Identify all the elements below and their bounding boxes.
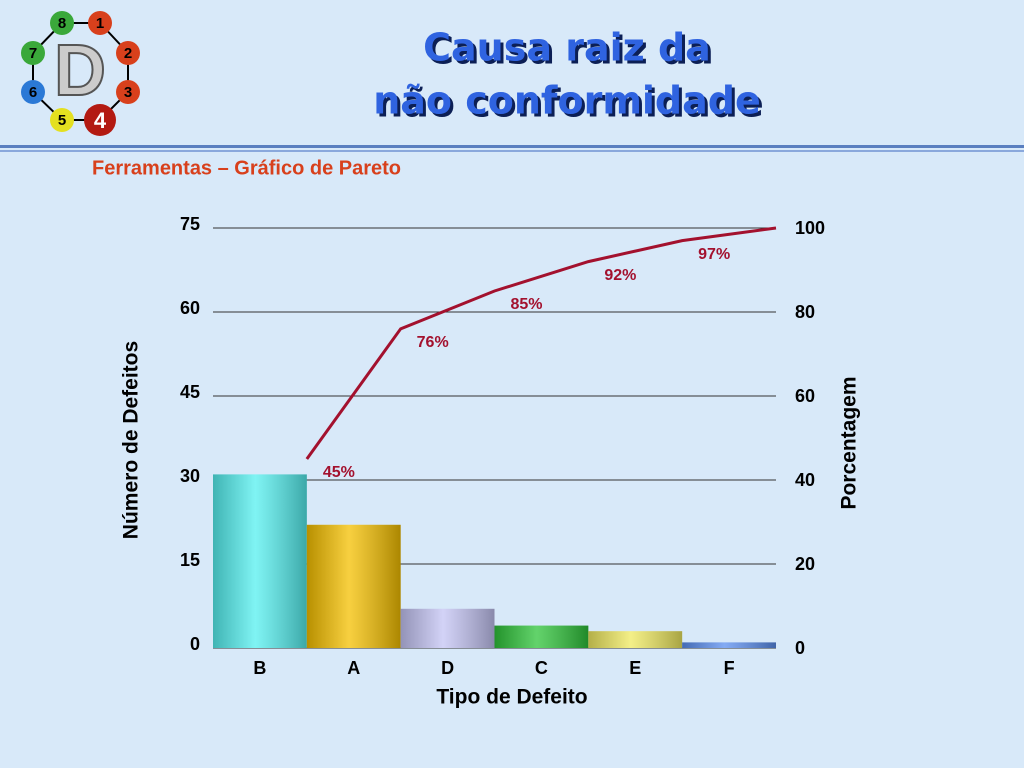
x-tick-label: C	[535, 658, 548, 678]
y-tick-label: 0	[190, 634, 200, 654]
step-dot	[21, 41, 45, 65]
bar-shade	[213, 474, 307, 648]
bar-shade	[494, 625, 589, 648]
title: não conformidade	[373, 79, 761, 123]
y-tick-label: 15	[180, 550, 200, 570]
x-axis-label: Tipo de Defeito	[436, 686, 587, 709]
logo-letter: D	[54, 31, 106, 111]
bar-shade	[400, 608, 495, 648]
y2-tick-label: 40	[795, 470, 815, 490]
bar-shade	[682, 642, 776, 648]
x-tick-label: E	[629, 658, 641, 678]
value-label: 97%	[698, 246, 730, 263]
x-tick-label: D	[441, 658, 454, 678]
bar-shade	[588, 631, 683, 648]
y-tick-label: 45	[180, 382, 200, 402]
value-label: 85%	[510, 296, 542, 313]
step-number: 4	[94, 108, 107, 133]
step-number: 7	[29, 45, 37, 62]
pareto-line	[305, 226, 777, 460]
y2-axis-label: Porcentagem	[838, 376, 861, 509]
y-tick-label: 75	[180, 214, 200, 234]
step-number: 8	[58, 15, 66, 32]
step-number: 1	[96, 15, 104, 32]
step-dot	[116, 41, 140, 65]
value-label: 76%	[417, 334, 449, 351]
title-shadow: Causa raiz da	[426, 29, 714, 73]
title-shadow: não conformidade	[376, 82, 764, 126]
y2-tick-label: 100	[795, 218, 825, 238]
y-axis-label: Número de Defeitos	[120, 341, 143, 539]
step-dot	[21, 80, 45, 104]
bar-shade	[306, 524, 401, 648]
step-number: 3	[124, 84, 132, 101]
step-dot	[116, 80, 140, 104]
y-tick-label: 30	[180, 466, 200, 486]
step-dot	[50, 11, 74, 35]
x-tick-label: B	[253, 658, 266, 678]
x-tick-label: A	[347, 658, 360, 678]
logo: D 1 2 3 4 5 6 7 8	[21, 11, 140, 136]
step-number: 2	[124, 45, 132, 62]
y2-tick-label: 80	[795, 302, 815, 322]
y-tick-label: 60	[180, 298, 200, 318]
value-label: 92%	[604, 267, 636, 284]
step-number: 6	[29, 84, 37, 101]
title: Causa raiz da	[423, 26, 711, 70]
subtitle: Ferramentas – Gráfico de Pareto	[92, 157, 401, 179]
y2-tick-label: 0	[795, 638, 805, 658]
step-dot	[84, 104, 116, 136]
step-dot	[88, 11, 112, 35]
divider	[0, 150, 1024, 152]
x-tick-label: F	[724, 658, 735, 678]
step-dot	[50, 108, 74, 132]
y2-tick-label: 20	[795, 554, 815, 574]
value-label: 45%	[323, 464, 355, 481]
divider	[0, 145, 1024, 148]
y2-tick-label: 60	[795, 386, 815, 406]
step-number: 5	[58, 112, 66, 129]
